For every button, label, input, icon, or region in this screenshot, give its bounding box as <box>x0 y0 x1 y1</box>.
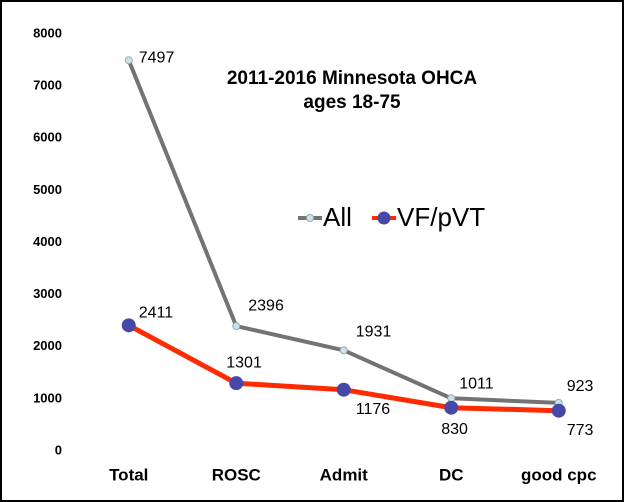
y-tick-label: 1000 <box>33 390 62 405</box>
point <box>229 376 244 391</box>
data-label: 2396 <box>248 297 284 314</box>
x-tick-label: Total <box>109 465 148 484</box>
data-label: 1301 <box>226 354 262 371</box>
y-tick-label: 2000 <box>33 338 62 353</box>
legend-label: VF/pVT <box>397 202 485 232</box>
x-tick-label: Admit <box>320 465 369 484</box>
x-tick-label: ROSC <box>212 465 261 484</box>
data-label: 1011 <box>459 376 494 393</box>
x-tick-label: good cpc <box>521 465 597 484</box>
x-tick-label: DC <box>439 465 464 484</box>
point <box>339 346 348 355</box>
point <box>121 318 136 333</box>
data-label: 7497 <box>139 49 175 66</box>
chart-subtitle: ages 18-75 <box>303 92 401 113</box>
y-tick-label: 4000 <box>33 234 62 249</box>
point <box>551 403 566 418</box>
data-label: 923 <box>567 378 594 395</box>
point <box>336 382 351 397</box>
y-tick-label: 8000 <box>33 25 62 40</box>
data-label: 2411 <box>139 305 174 322</box>
data-label: 830 <box>441 421 468 438</box>
data-label: 1176 <box>356 401 391 418</box>
point <box>124 56 133 65</box>
y-tick-label: 0 <box>55 442 62 457</box>
y-tick-label: 3000 <box>33 286 62 301</box>
legend-marker <box>306 214 314 222</box>
y-tick-label: 5000 <box>33 182 62 197</box>
y-tick-label: 7000 <box>33 78 62 93</box>
y-tick-label: 6000 <box>33 130 62 145</box>
legend-marker <box>377 211 391 225</box>
data-label: 1931 <box>356 324 392 341</box>
point <box>232 322 241 331</box>
point <box>444 400 459 415</box>
legend-label: All <box>323 202 352 232</box>
data-label: 773 <box>567 422 594 439</box>
chart-title: 2011-2016 Minnesota OHCA <box>227 68 478 89</box>
